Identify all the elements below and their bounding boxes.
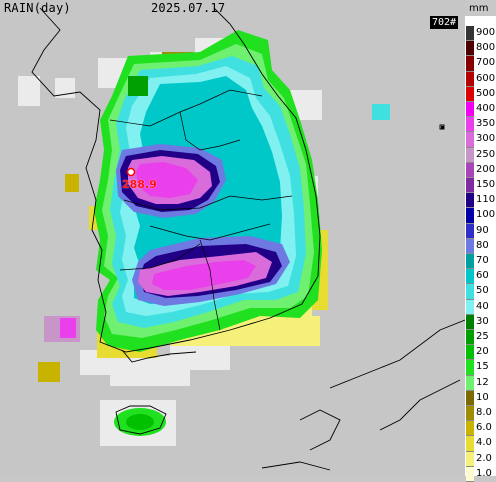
precip-legend: 900 800 700 600 500 400 350 300 250 200 150 110 100 9…	[465, 16, 496, 482]
legend-swatch	[466, 466, 474, 482]
legend-label: 600	[476, 72, 496, 84]
legend-swatch	[466, 284, 474, 300]
legend-label: 500	[476, 87, 496, 99]
legend-swatch	[466, 345, 474, 361]
legend-label: 300	[476, 133, 496, 145]
legend-swatch	[466, 254, 474, 270]
ulleung-dot	[441, 126, 444, 129]
legend-label: 30	[476, 315, 489, 327]
legend-label: 90	[476, 224, 489, 236]
legend-swatch	[466, 71, 474, 87]
coastline	[31, 7, 465, 471]
legend-label: 50	[476, 285, 489, 297]
legend-label: 12	[476, 376, 489, 388]
west-sea-patch-inner	[60, 318, 76, 338]
legend-label: 20	[476, 346, 489, 358]
map-date: 2025.07.17	[151, 1, 226, 15]
legend-swatch	[466, 117, 474, 133]
legend-swatch	[466, 360, 474, 376]
legend-swatch	[466, 26, 474, 42]
rain-core-south-inner	[152, 260, 256, 290]
legend-swatch	[466, 223, 474, 239]
legend-swatch	[466, 330, 474, 346]
legend-label: 2.0	[476, 452, 492, 464]
precipitation-field	[18, 7, 465, 471]
legend-label: 800	[476, 42, 496, 54]
legend-swatch	[466, 238, 474, 254]
station-count-badge: 702#	[430, 16, 459, 29]
legend-swatch	[466, 269, 474, 285]
legend-label: 900	[476, 27, 496, 38]
legend-swatch	[466, 421, 474, 437]
map-title: RAIN(day)	[4, 1, 71, 15]
legend-label: 200	[476, 163, 496, 175]
legend-swatch	[466, 375, 474, 391]
rain-map: RAIN(day) 2025.07.17 702# 288.9	[4, 1, 465, 471]
legend-swatch	[466, 314, 474, 330]
legend-swatch	[466, 102, 474, 118]
legend-swatch	[466, 132, 474, 148]
legend-swatch	[466, 162, 474, 178]
legend-swatch	[466, 208, 474, 224]
max-station-value: 288.9	[122, 178, 157, 191]
rain-core-north-inner	[136, 162, 198, 198]
legend-swatch	[466, 147, 474, 163]
province-borders	[109, 89, 293, 331]
legend-label: 4.0	[476, 437, 492, 449]
legend-label: 40	[476, 300, 489, 312]
legend-swatch	[466, 406, 474, 422]
legend-swatch	[466, 390, 474, 406]
east-sea-patch	[372, 104, 390, 120]
jeju-core	[126, 414, 154, 430]
legend-label: 80	[476, 239, 489, 251]
legend-label: 60	[476, 270, 489, 282]
legend-unit: mm	[469, 3, 489, 14]
legend-label: 70	[476, 255, 489, 266]
legend-label: 700	[476, 57, 496, 69]
legend-swatch	[466, 41, 474, 57]
legend-swatch	[466, 193, 474, 209]
legend-label: 1.0	[476, 467, 492, 479]
legend-label: 150	[476, 179, 496, 190]
legend-label: 25	[476, 331, 489, 342]
legend-swatch	[466, 299, 474, 315]
legend-label: 350	[476, 118, 496, 130]
legend-label: 6.0	[476, 422, 492, 434]
north-green-patch	[128, 76, 148, 96]
max-station-marker	[126, 167, 136, 177]
legend-label: 400	[476, 103, 496, 114]
legend-swatch	[466, 178, 474, 194]
legend-label: 8.0	[476, 407, 492, 418]
legend-label: 15	[476, 361, 489, 373]
legend-swatch	[466, 436, 474, 452]
legend-swatch	[466, 56, 474, 72]
legend-swatch	[466, 86, 474, 102]
legend-label: 10	[476, 391, 489, 403]
legend-label: 250	[476, 148, 496, 160]
legend-label: 100	[476, 209, 496, 221]
legend-swatch	[466, 451, 474, 467]
legend-label: 110	[476, 194, 496, 206]
